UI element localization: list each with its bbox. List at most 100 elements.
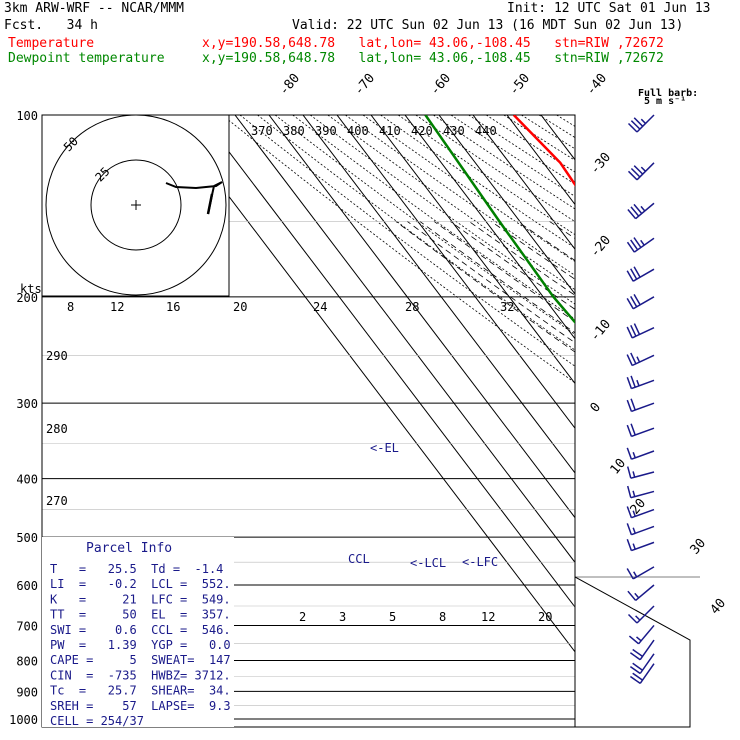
pressure-tick-label: 900: [16, 685, 38, 699]
wind-barb-half: [640, 166, 647, 172]
theta-label: 440: [475, 124, 497, 138]
wind-barb: [627, 584, 655, 601]
hodograph-ring-50: [45, 115, 227, 296]
wind-barb-flag: [626, 485, 632, 498]
level-marker: <-EL: [370, 441, 399, 455]
wind-barb: [626, 398, 655, 413]
wind-barb-shaft: [631, 402, 655, 413]
mixing-ratio-label: 12: [481, 610, 495, 624]
wind-barb-flag: [633, 165, 644, 175]
wind-barb-half: [634, 592, 640, 599]
wind-barb: [626, 375, 655, 390]
mixing-ratio-label: 3: [339, 610, 346, 624]
dry-adiabat: [573, 115, 575, 116]
mixing-ratio-label: 5: [389, 610, 396, 624]
level-marker: <-LFC: [462, 555, 498, 569]
parcel-info-row: K = 21 LFC = 549.: [50, 592, 231, 606]
moist-adiabat: [419, 221, 575, 334]
wind-barb-flag: [629, 675, 641, 685]
moist-adiabat: [549, 221, 575, 239]
wind-barb-half: [636, 636, 642, 642]
wind-barb-flag: [627, 613, 638, 624]
temperature-location: x,y=190.58,648.78 lat,lon= 43.06,-108.45…: [202, 36, 664, 51]
mixing-ratio-label: 32: [500, 300, 514, 314]
level-marker: CCL: [348, 552, 370, 566]
wind-barb-shaft: [638, 624, 655, 645]
wind-barb-flag: [633, 237, 642, 248]
isotherm-label: 10: [608, 456, 630, 478]
wind-barb-flag: [632, 662, 643, 671]
moist-adiabat: [730, 221, 740, 719]
parcel-info-box: Parcel Info T = 25.5 Td = -1.4LI = -0.2 …: [42, 537, 234, 728]
wind-barb-panel: [574, 115, 700, 728]
wind-barb: [626, 266, 655, 282]
hodograph-units: kts: [20, 282, 42, 296]
wind-barb-shaft: [639, 663, 655, 684]
wind-barb: [628, 624, 655, 645]
dry-adiabat: [345, 115, 575, 276]
parcel-info-row: SREH = 57 LAPSE= 9.3: [50, 699, 231, 713]
parcel-info-row: T = 25.5 Td = -1.4: [50, 562, 223, 576]
parcel-info-row: SWI = 0.6 CCL = 546.: [50, 623, 231, 637]
wind-barb-flag: [626, 298, 634, 310]
isotherm: [370, 115, 575, 385]
mixing-ratio-label: 20: [233, 300, 247, 314]
isotherm: [472, 115, 575, 251]
isotherm: [404, 115, 575, 340]
isotherms: [166, 115, 575, 653]
wind-barb-shaft: [631, 379, 655, 390]
wind-barb-flag: [627, 590, 637, 601]
wind-barb-flag: [633, 203, 643, 214]
theta-label: 410: [379, 124, 401, 138]
pressure-tick-label: 200: [16, 291, 38, 305]
wind-barb-flag: [630, 239, 639, 251]
wind-barb-half: [636, 379, 640, 387]
moist-adiabat: [433, 221, 575, 323]
pressure-tick-label: 800: [16, 654, 38, 668]
wind-barb-half: [632, 527, 636, 534]
isotherm-label: -10: [588, 317, 615, 345]
wind-barb: [626, 523, 655, 536]
dewpoint-location: x,y=190.58,648.78 lat,lon= 43.06,-108.45…: [202, 51, 664, 66]
theta-label: 400: [347, 124, 369, 138]
wind-barb-flag: [629, 652, 641, 661]
wind-barb-flag: [626, 399, 633, 412]
wind-barb-flag: [630, 352, 637, 365]
pressure-tick-label: 700: [16, 619, 38, 633]
dewpoint-legend: Dewpoint temperature: [8, 51, 165, 66]
wind-barb-half: [632, 543, 636, 550]
isotherm-label: -70: [352, 71, 379, 99]
wind-barb-flag: [627, 170, 638, 181]
wind-barb-half: [632, 451, 636, 459]
isotherm: [540, 115, 575, 161]
theta-label: 280: [46, 422, 68, 436]
parcel-info-row: CAPE = 5 SWEAT= 147: [50, 653, 231, 667]
wind-barb-half: [632, 510, 636, 517]
wind-barb-flag: [630, 268, 638, 280]
wind-barb-flag: [626, 447, 633, 460]
dry-adiabat: [485, 115, 575, 173]
wind-barb-flag: [630, 296, 638, 308]
dry-adiabat: [327, 115, 575, 291]
theta-label: 430: [443, 124, 465, 138]
wind-barb-flag: [630, 206, 640, 217]
mixing-ratio-label: 8: [67, 300, 74, 314]
wind-barb-flag: [630, 398, 636, 411]
barb-key-line2: 5 m s⁻¹: [644, 96, 686, 107]
wind-barb: [627, 114, 655, 133]
isotherm: [336, 115, 575, 429]
dry-adiabat: [433, 115, 575, 210]
moist-adiabat: [395, 221, 575, 353]
mixing-ratio-label: 2: [299, 610, 306, 624]
isotherm: [166, 115, 575, 653]
dry-adiabat: [468, 115, 575, 185]
dry-adiabat: [538, 115, 575, 139]
wind-barb-shaft: [631, 450, 655, 460]
wind-barb-flag: [632, 648, 643, 658]
dry-adiabat: [222, 115, 575, 384]
isotherm-label: -40: [584, 71, 611, 99]
wind-barb: [626, 485, 655, 499]
mixing-ratio-label: 28: [405, 300, 419, 314]
hodograph-trace-low: [206, 193, 214, 215]
dry-adiabat: [556, 115, 575, 127]
